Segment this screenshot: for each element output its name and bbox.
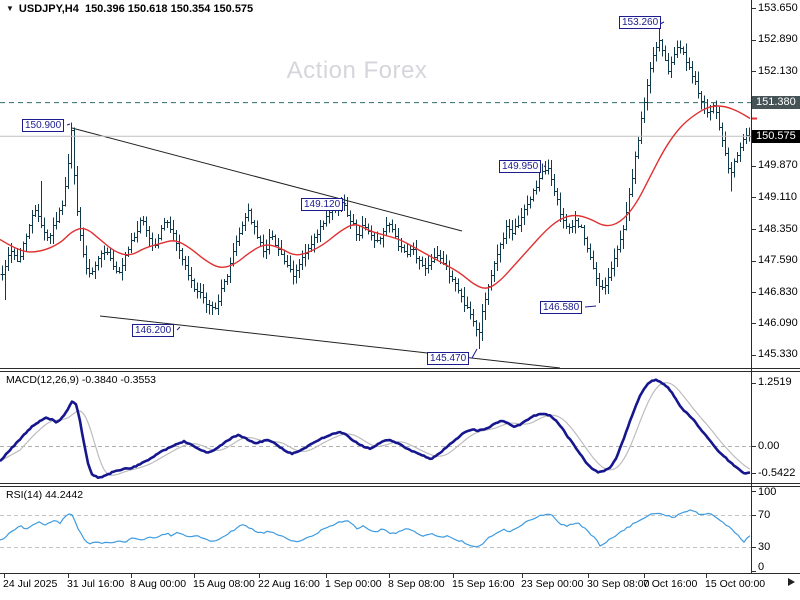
price-annotation-box[interactable]: 149.120 bbox=[301, 198, 344, 211]
price-axis-label: 145.330 bbox=[758, 348, 798, 361]
macd-indicator-label: MACD(12,26,9) -0.3840 -0.3553 bbox=[6, 374, 156, 386]
rsi-axis-label: 100 bbox=[758, 485, 777, 498]
price-axis-label: 147.590 bbox=[758, 254, 798, 267]
time-axis-label: 31 Jul 16:00 bbox=[67, 578, 125, 590]
watermark: Action Forex bbox=[286, 57, 428, 84]
price-annotation-box[interactable]: 153.260 bbox=[619, 16, 662, 29]
price-axis-highlight-label: 150.575 bbox=[752, 129, 800, 143]
time-axis-label: 8 Aug 00:00 bbox=[130, 578, 187, 590]
annotation-leader bbox=[343, 202, 347, 205]
rsi-axis-label: 70 bbox=[758, 508, 771, 521]
annotation-leader bbox=[584, 305, 597, 308]
time-axis-label: 22 Aug 16:00 bbox=[258, 578, 320, 590]
time-axis-label: 1 Sep 00:00 bbox=[325, 578, 382, 590]
price-annotation-box[interactable]: 146.200 bbox=[132, 324, 175, 337]
price-axis-label: 146.090 bbox=[758, 316, 798, 329]
time-axis-label: 15 Oct 00:00 bbox=[705, 578, 766, 590]
symbol-dropdown-icon[interactable]: ▼ bbox=[6, 3, 14, 13]
scroll-to-end-icon[interactable] bbox=[788, 578, 795, 586]
macd-signal-line[interactable] bbox=[0, 382, 751, 477]
trendline[interactable] bbox=[99, 315, 561, 369]
price-axis-label: 149.110 bbox=[758, 190, 797, 203]
price-axis-label: 153.650 bbox=[758, 1, 798, 14]
rsi-indicator-label: RSI(14) 44.2442 bbox=[6, 489, 84, 501]
price-axis-label: 149.870 bbox=[758, 159, 798, 172]
macd-axis-label: 0.00 bbox=[758, 439, 780, 452]
macd-main-line[interactable] bbox=[0, 378, 751, 480]
chart-title: ▼ USDJPY,H4 150.396 150.618 150.354 150.… bbox=[6, 3, 253, 15]
time-axis-label: 15 Aug 08:00 bbox=[193, 578, 255, 590]
price-axis-label: 146.830 bbox=[758, 285, 798, 298]
annotation-leader bbox=[543, 165, 547, 168]
time-axis-label: 8 Sep 08:00 bbox=[388, 578, 445, 590]
rsi-axis-label: 0 bbox=[758, 560, 765, 573]
price-axis-label: 148.350 bbox=[758, 222, 798, 235]
rsi-axis-label: 30 bbox=[758, 540, 771, 553]
time-axis-label: 23 Sep 00:00 bbox=[521, 578, 584, 590]
annotation-leader bbox=[471, 348, 478, 359]
price-annotation-box[interactable]: 145.470 bbox=[427, 352, 470, 365]
trendline[interactable] bbox=[71, 127, 463, 232]
ma-axis-marker bbox=[752, 117, 757, 120]
annotation-leader bbox=[176, 326, 181, 331]
macd-axis-label: -0.5422 bbox=[758, 466, 796, 479]
price-axis-label: 152.130 bbox=[758, 64, 798, 77]
macd-axis-label: 1.2519 bbox=[758, 376, 792, 389]
annotation-leader bbox=[66, 123, 71, 126]
price-axis-highlight-label: 151.380 bbox=[752, 96, 800, 110]
price-axis-label: 152.890 bbox=[758, 33, 798, 46]
time-axis-label: 24 Jul 2025 bbox=[3, 578, 58, 590]
time-axis-label: 30 Sep 08:00 bbox=[587, 578, 650, 590]
price-annotation-box[interactable]: 150.900 bbox=[22, 119, 65, 132]
price-annotation-box[interactable]: 149.950 bbox=[499, 160, 542, 173]
time-axis-label: 15 Sep 16:00 bbox=[452, 578, 515, 590]
time-axis-label: 7 Oct 16:00 bbox=[643, 578, 698, 590]
price-annotation-box[interactable]: 146.580 bbox=[540, 301, 583, 314]
rsi-line[interactable] bbox=[0, 509, 751, 548]
moving-average-line[interactable] bbox=[0, 105, 751, 289]
symbol-ohlc-text: USDJPY,H4 150.396 150.618 150.354 150.57… bbox=[18, 3, 254, 15]
